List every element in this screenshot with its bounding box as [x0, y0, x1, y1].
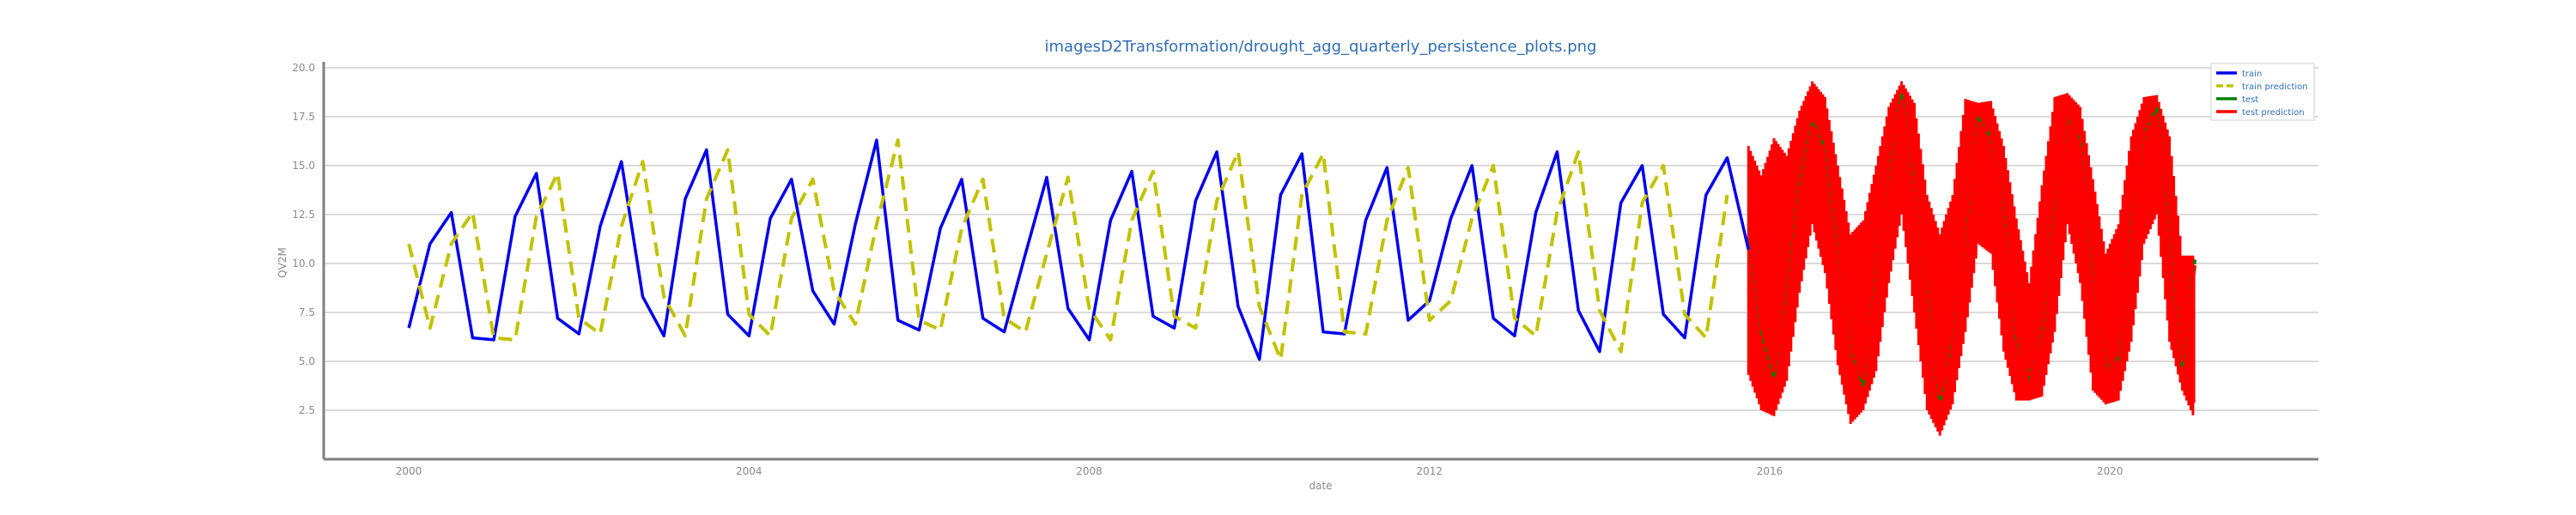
x-tick-label: 2016: [1757, 465, 1783, 477]
legend-label-train-prediction: train prediction: [2242, 82, 2308, 92]
series-line-train: [407, 138, 1751, 361]
legend-label-test-prediction: test prediction: [2242, 108, 2305, 118]
axes: [322, 62, 2318, 461]
legend-label-train: train: [2242, 70, 2262, 79]
y-tick-label: 7.5: [299, 306, 315, 318]
x-tick-label: 2012: [1417, 465, 1443, 477]
y-tick-label: 20.0: [292, 62, 315, 74]
series-line-test-prediction: [1747, 99, 2197, 397]
chart-title: imagesD2Transformation/drought_agg_quart…: [1045, 38, 1597, 56]
y-tick-label: 12.5: [292, 209, 315, 221]
y-tick-label: 5.0: [299, 355, 315, 367]
x-axis-label: date: [1309, 480, 1332, 492]
y-tick-label: 10.0: [292, 258, 315, 270]
legend-label-test: test: [2242, 95, 2258, 105]
y-tick-label: 17.5: [292, 111, 315, 123]
y-axis-label: QV2M: [276, 247, 289, 278]
x-tick-label: 2020: [2097, 465, 2123, 477]
x-tick-label: 2008: [1076, 465, 1103, 477]
series-lines: [407, 94, 2197, 403]
series-line-train-prediction: [407, 138, 1729, 361]
legend: train train prediction test test prediction: [2210, 63, 2315, 121]
y-tick-label: 2.5: [299, 404, 315, 416]
x-tick-label: 2000: [396, 465, 422, 477]
y-tick-label: 15.0: [292, 160, 315, 172]
axis-ticks: 2.5 5.0 7.5 10.0 12.5 15.0 17.5 20.0 2000 2004 200…: [292, 62, 2123, 477]
x-tick-label: 2004: [736, 465, 762, 477]
